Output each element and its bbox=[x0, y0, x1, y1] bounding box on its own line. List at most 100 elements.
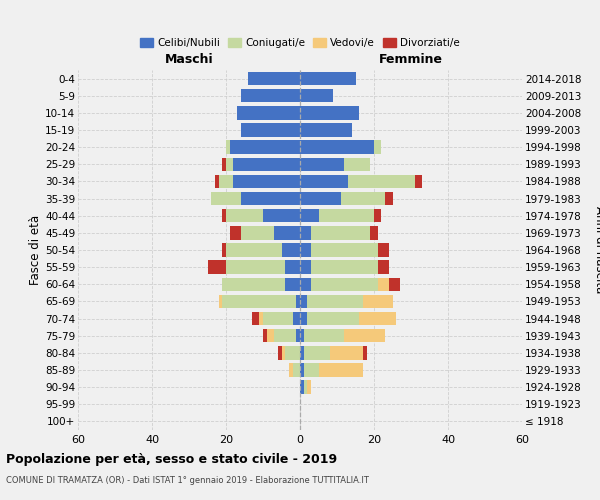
Bar bbox=[267, 329, 274, 342]
Bar bbox=[389, 278, 400, 291]
Bar bbox=[300, 174, 348, 188]
Bar bbox=[300, 380, 304, 394]
Bar bbox=[319, 209, 374, 222]
Bar bbox=[278, 346, 281, 360]
Bar bbox=[274, 226, 300, 239]
Bar bbox=[233, 158, 300, 171]
Bar bbox=[311, 260, 378, 274]
Bar bbox=[300, 158, 344, 171]
Bar bbox=[329, 346, 363, 360]
Bar bbox=[304, 346, 329, 360]
Bar bbox=[319, 364, 363, 376]
Bar bbox=[344, 329, 385, 342]
Text: Femmine: Femmine bbox=[379, 54, 443, 66]
Bar bbox=[285, 260, 300, 274]
Bar bbox=[300, 226, 311, 239]
Bar bbox=[226, 140, 230, 154]
Bar bbox=[300, 72, 355, 86]
Bar bbox=[241, 124, 300, 136]
Bar bbox=[304, 364, 319, 376]
Bar bbox=[222, 278, 285, 291]
Bar bbox=[378, 278, 389, 291]
Bar bbox=[223, 294, 296, 308]
Bar bbox=[263, 329, 266, 342]
Bar bbox=[344, 158, 370, 171]
Bar bbox=[300, 106, 359, 120]
Bar bbox=[226, 209, 263, 222]
Bar bbox=[223, 158, 226, 171]
Bar bbox=[363, 294, 392, 308]
Bar bbox=[230, 226, 241, 239]
Bar bbox=[289, 364, 293, 376]
Bar bbox=[304, 329, 344, 342]
Bar bbox=[341, 192, 385, 205]
Text: Popolazione per età, sesso e stato civile - 2019: Popolazione per età, sesso e stato civil… bbox=[6, 452, 337, 466]
Bar bbox=[311, 278, 378, 291]
Bar bbox=[415, 174, 422, 188]
Bar bbox=[300, 346, 304, 360]
Bar bbox=[208, 260, 226, 274]
Bar bbox=[359, 312, 396, 326]
Text: Maschi: Maschi bbox=[164, 54, 214, 66]
Bar bbox=[300, 278, 311, 291]
Bar bbox=[241, 226, 274, 239]
Bar bbox=[300, 89, 334, 102]
Bar bbox=[300, 244, 311, 256]
Bar bbox=[226, 158, 233, 171]
Legend: Celibi/Nubili, Coniugati/e, Vedovi/e, Divorziati/e: Celibi/Nubili, Coniugati/e, Vedovi/e, Di… bbox=[139, 36, 461, 50]
Bar bbox=[248, 72, 300, 86]
Bar bbox=[226, 260, 285, 274]
Bar bbox=[311, 244, 378, 256]
Bar bbox=[300, 294, 307, 308]
Bar bbox=[233, 174, 300, 188]
Bar bbox=[300, 364, 304, 376]
Bar bbox=[307, 294, 363, 308]
Bar bbox=[259, 312, 263, 326]
Bar bbox=[385, 192, 392, 205]
Bar bbox=[237, 106, 300, 120]
Bar bbox=[300, 209, 319, 222]
Bar bbox=[374, 140, 382, 154]
Bar bbox=[363, 346, 367, 360]
Bar bbox=[300, 192, 341, 205]
Bar bbox=[300, 124, 352, 136]
Bar bbox=[241, 89, 300, 102]
Bar bbox=[241, 192, 300, 205]
Bar bbox=[211, 192, 241, 205]
Bar bbox=[300, 260, 311, 274]
Bar bbox=[226, 244, 281, 256]
Bar bbox=[263, 209, 300, 222]
Bar bbox=[263, 312, 293, 326]
Bar bbox=[378, 244, 389, 256]
Bar bbox=[215, 174, 218, 188]
Bar bbox=[223, 209, 226, 222]
Bar bbox=[281, 346, 285, 360]
Bar bbox=[218, 174, 233, 188]
Bar bbox=[274, 329, 296, 342]
Bar bbox=[370, 226, 378, 239]
Bar bbox=[285, 278, 300, 291]
Bar bbox=[218, 294, 223, 308]
Bar bbox=[296, 294, 300, 308]
Bar bbox=[230, 140, 300, 154]
Bar bbox=[223, 244, 226, 256]
Bar bbox=[307, 380, 311, 394]
Bar bbox=[374, 209, 382, 222]
Bar bbox=[281, 244, 300, 256]
Bar bbox=[285, 346, 300, 360]
Bar bbox=[252, 312, 259, 326]
Bar bbox=[300, 329, 304, 342]
Bar bbox=[293, 364, 300, 376]
Bar bbox=[348, 174, 415, 188]
Y-axis label: Fasce di età: Fasce di età bbox=[29, 215, 42, 285]
Bar bbox=[311, 226, 370, 239]
Bar bbox=[300, 140, 374, 154]
Y-axis label: Anni di nascita: Anni di nascita bbox=[593, 206, 600, 294]
Bar bbox=[296, 329, 300, 342]
Bar bbox=[378, 260, 389, 274]
Text: COMUNE DI TRAMATZA (OR) - Dati ISTAT 1° gennaio 2019 - Elaborazione TUTTITALIA.I: COMUNE DI TRAMATZA (OR) - Dati ISTAT 1° … bbox=[6, 476, 369, 485]
Bar bbox=[300, 312, 307, 326]
Bar bbox=[293, 312, 300, 326]
Bar bbox=[304, 380, 307, 394]
Bar bbox=[307, 312, 359, 326]
